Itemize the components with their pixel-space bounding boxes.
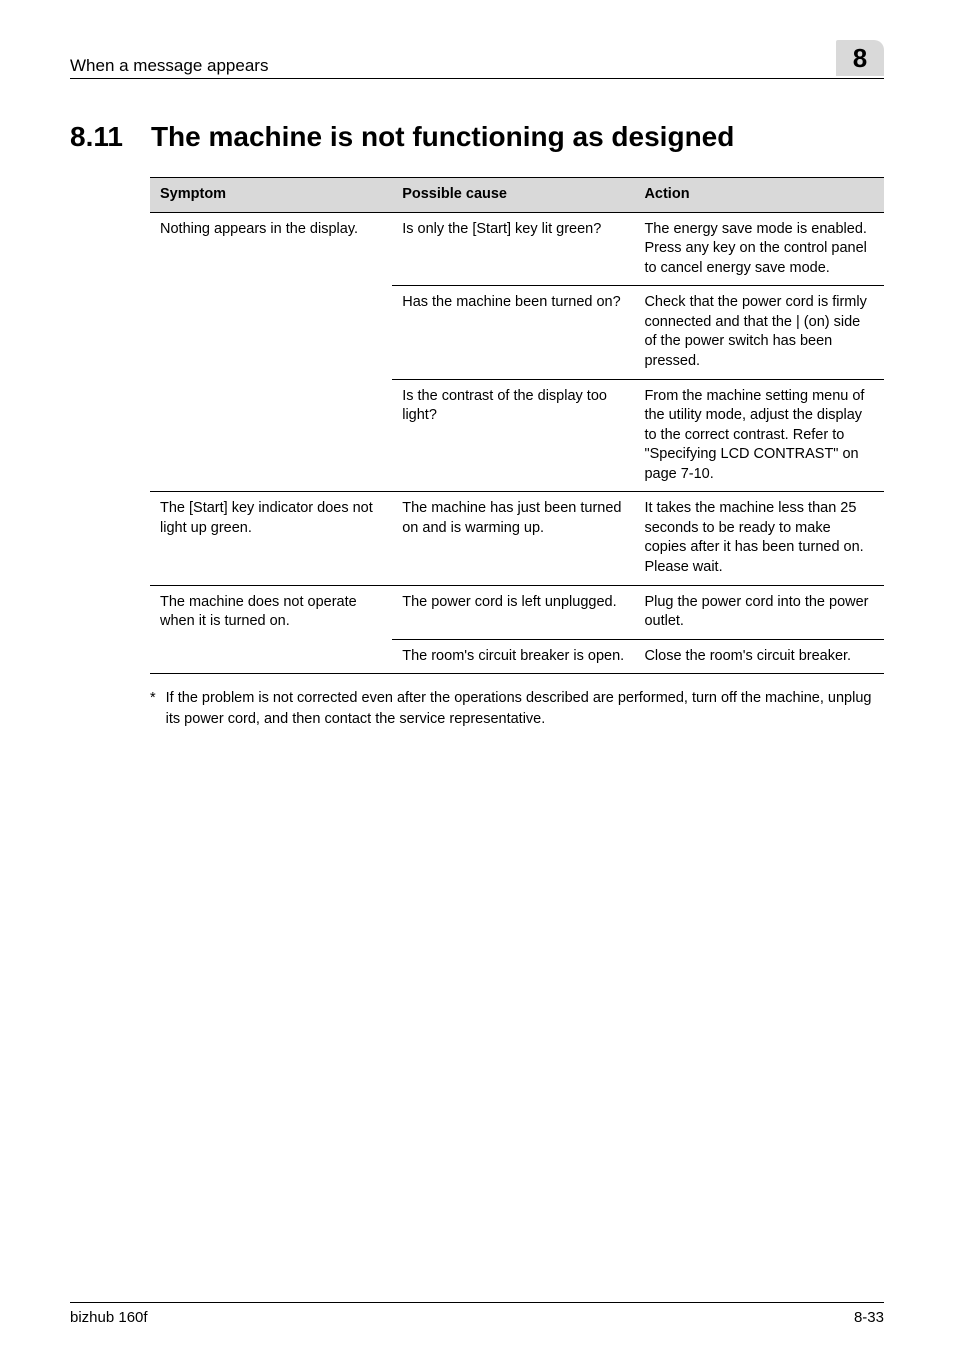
- chapter-number: 8: [853, 43, 867, 74]
- cell-cause: The machine has just been turned on and …: [392, 492, 634, 585]
- cell-symptom: The [Start] key indicator does not light…: [150, 492, 392, 585]
- cell-action: It takes the machine less than 25 second…: [634, 492, 884, 585]
- cell-action: From the machine setting menu of the uti…: [634, 379, 884, 492]
- table-row: Nothing appears in the display.Is only t…: [150, 212, 884, 286]
- table-row: The [Start] key indicator does not light…: [150, 492, 884, 585]
- troubleshooting-table: Symptom Possible cause Action Nothing ap…: [150, 177, 884, 674]
- section-number: 8.11: [70, 121, 123, 153]
- footnote-mark: *: [150, 688, 156, 729]
- running-header: When a message appears 8: [70, 40, 884, 79]
- footnote-text: If the problem is not corrected even aft…: [166, 688, 884, 729]
- col-action: Action: [634, 178, 884, 213]
- running-head-text: When a message appears: [70, 56, 268, 76]
- cell-action: The energy save mode is enabled. Press a…: [634, 212, 884, 286]
- table-row: The machine does not operate when it is …: [150, 585, 884, 639]
- cell-action: Close the room's circuit breaker.: [634, 639, 884, 674]
- cell-cause: Is only the [Start] key lit green?: [392, 212, 634, 286]
- cell-cause: The room's circuit breaker is open.: [392, 639, 634, 674]
- cell-cause: The power cord is left unplugged.: [392, 585, 634, 639]
- col-cause: Possible cause: [392, 178, 634, 213]
- footer-left: bizhub 160f: [70, 1309, 148, 1326]
- cell-symptom: The machine does not operate when it is …: [150, 585, 392, 674]
- cell-action: Plug the power cord into the power outle…: [634, 585, 884, 639]
- cell-cause: Has the machine been turned on?: [392, 286, 634, 379]
- chapter-tab: 8: [836, 40, 884, 76]
- cell-action: Check that the power cord is firmly conn…: [634, 286, 884, 379]
- cell-symptom: Nothing appears in the display.: [150, 212, 392, 492]
- cell-cause: Is the contrast of the display too light…: [392, 379, 634, 492]
- table-body: Nothing appears in the display.Is only t…: [150, 212, 884, 674]
- section-title: The machine is not functioning as design…: [151, 121, 734, 153]
- page-footer: bizhub 160f 8-33: [70, 1302, 884, 1326]
- chapter-tab-wrap: 8: [830, 40, 884, 76]
- footer-right: 8-33: [854, 1309, 884, 1326]
- col-symptom: Symptom: [150, 178, 392, 213]
- footnote: * If the problem is not corrected even a…: [150, 688, 884, 729]
- section-heading: 8.11 The machine is not functioning as d…: [70, 121, 884, 153]
